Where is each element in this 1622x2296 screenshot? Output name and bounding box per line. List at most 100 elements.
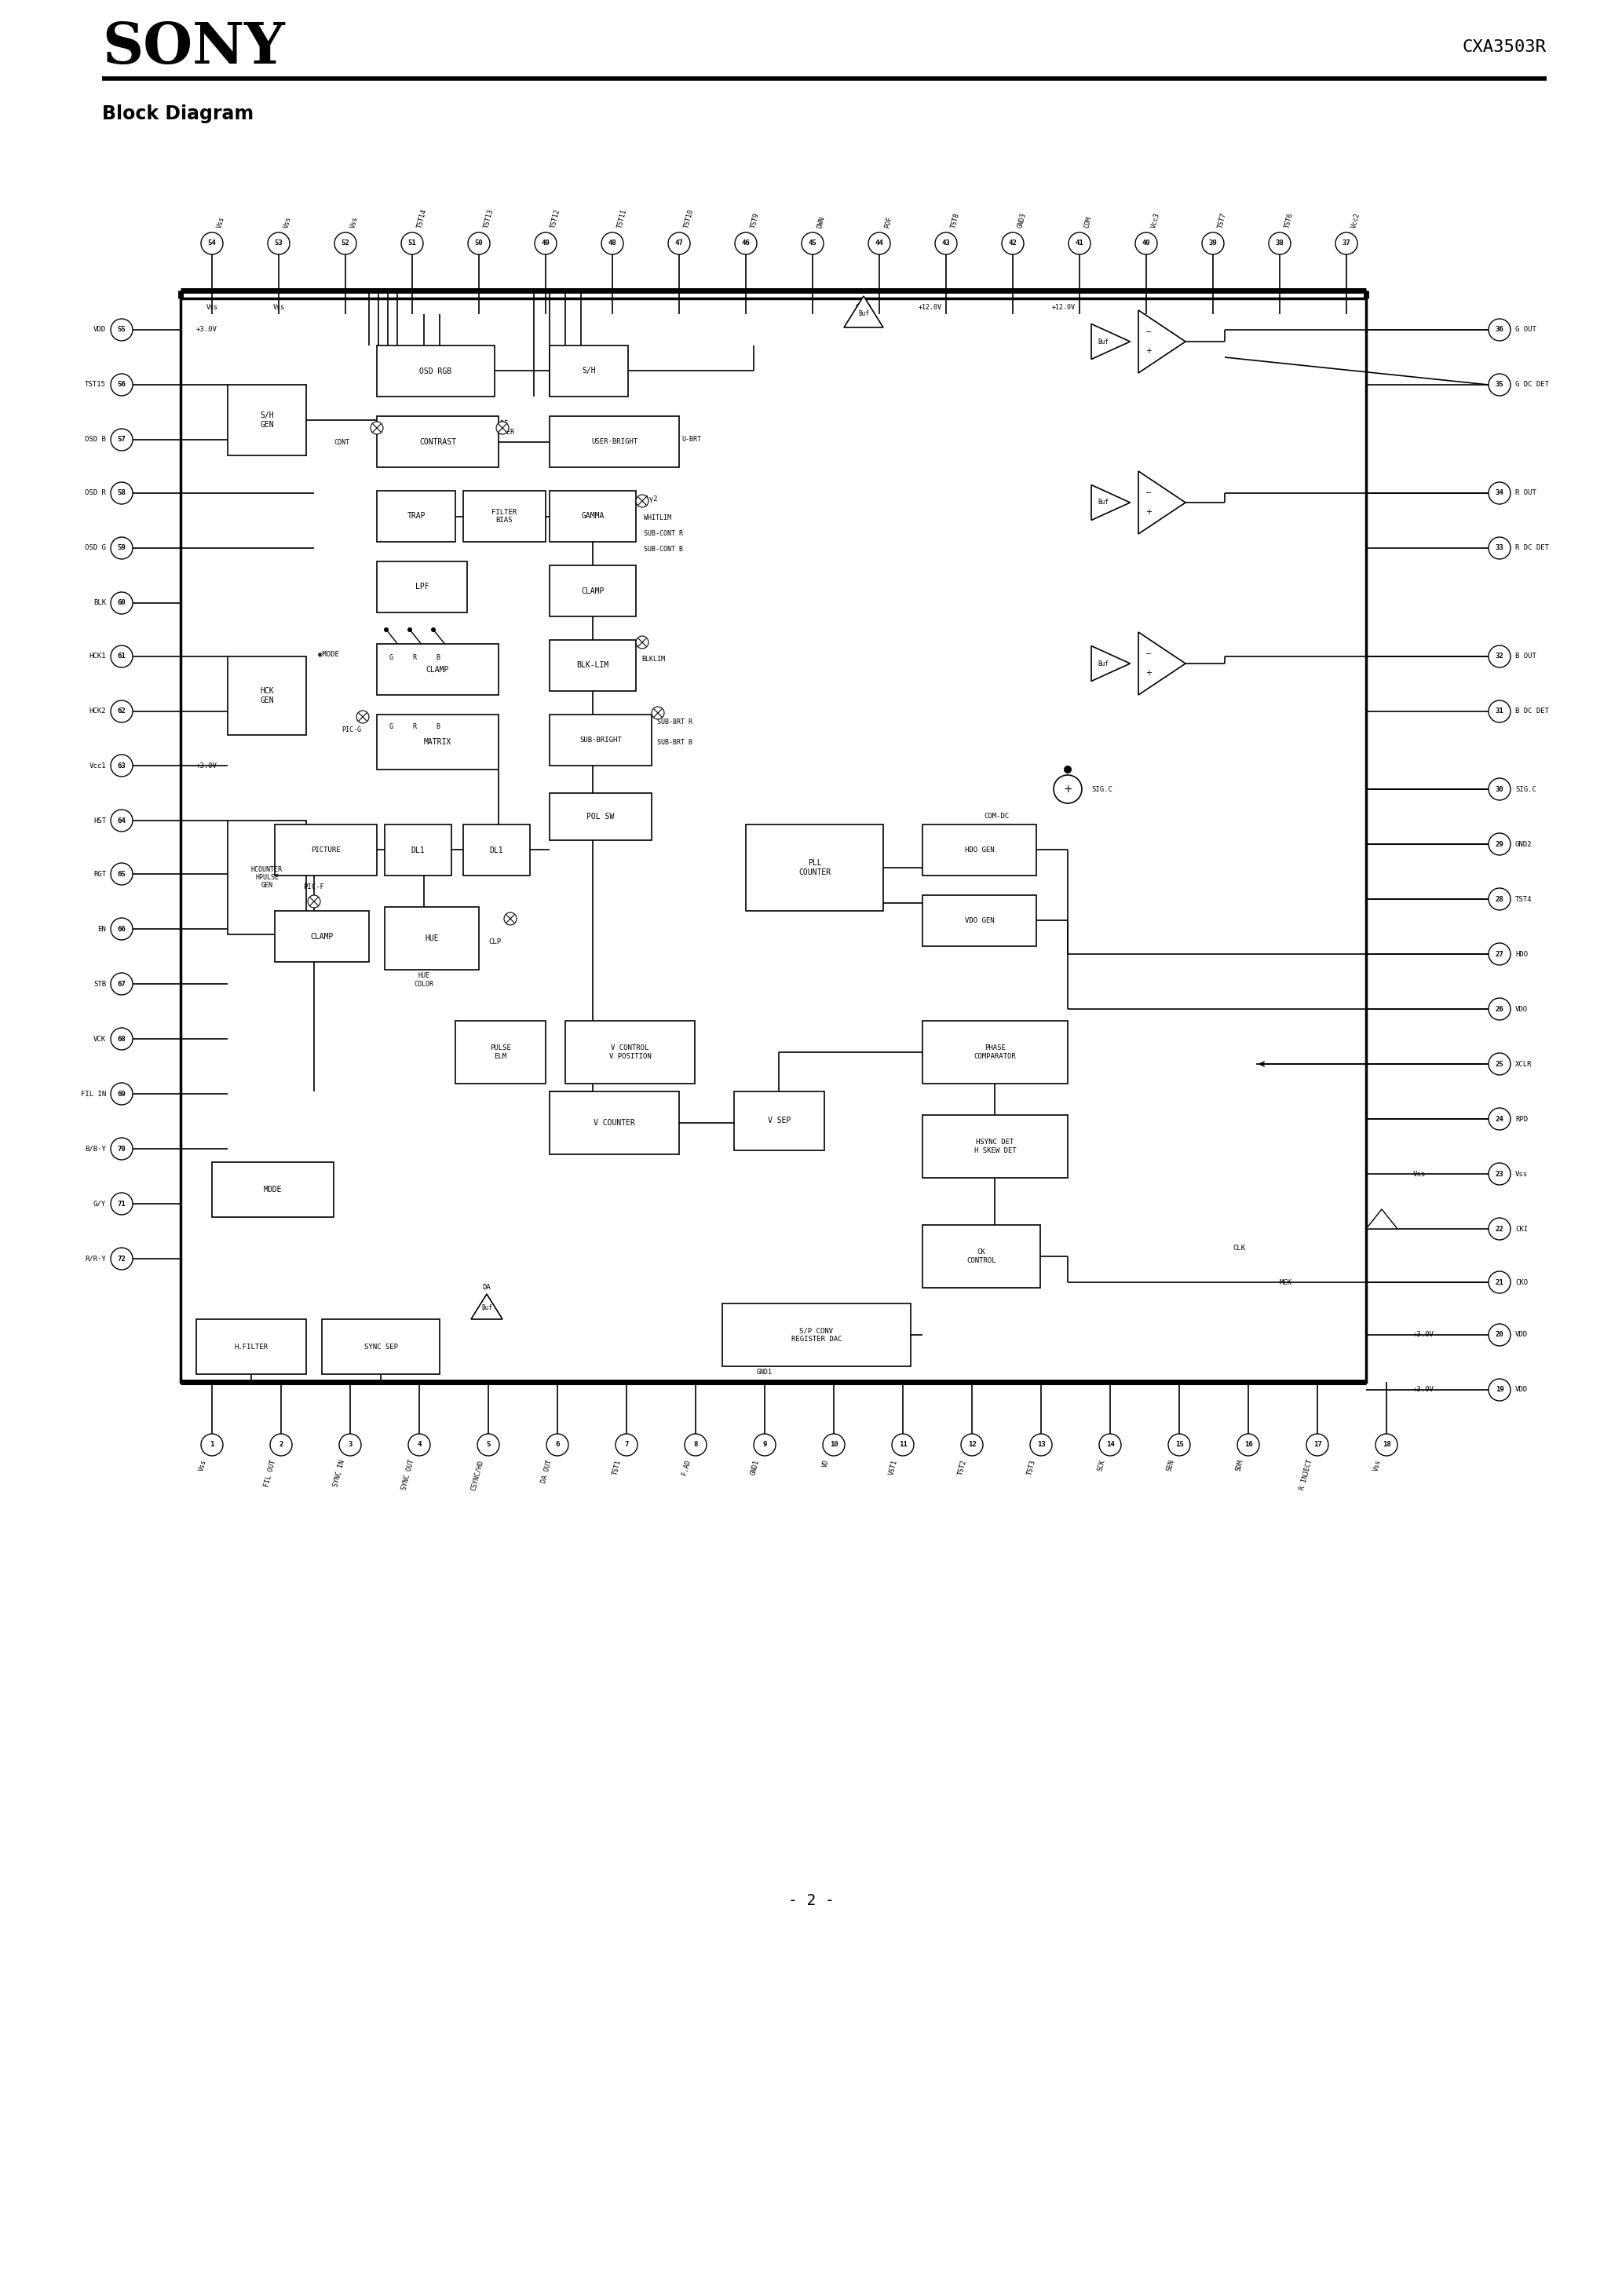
- Text: 32: 32: [1495, 652, 1504, 659]
- Text: MATRIX: MATRIX: [423, 737, 451, 746]
- Bar: [376, 563, 467, 613]
- Bar: [274, 824, 376, 875]
- Bar: [464, 824, 530, 875]
- Text: CONT: CONT: [334, 439, 349, 445]
- Text: Vss: Vss: [216, 216, 225, 230]
- Text: 58: 58: [117, 489, 127, 496]
- Circle shape: [1489, 374, 1510, 395]
- Text: R DC DET: R DC DET: [1515, 544, 1549, 551]
- Polygon shape: [1092, 645, 1131, 682]
- Circle shape: [467, 232, 490, 255]
- Circle shape: [110, 537, 133, 560]
- Text: HUE
COLOR: HUE COLOR: [414, 971, 433, 987]
- Text: PIC-G: PIC-G: [342, 728, 362, 735]
- Circle shape: [1489, 700, 1510, 723]
- Text: 60: 60: [117, 599, 127, 606]
- Text: V CONTROL
V POSITION: V CONTROL V POSITION: [608, 1045, 650, 1061]
- Circle shape: [1100, 1433, 1121, 1456]
- Circle shape: [1489, 1380, 1510, 1401]
- Text: 39: 39: [1208, 239, 1216, 248]
- Text: HCOUNTER
HPULSE
GEN: HCOUNTER HPULSE GEN: [251, 866, 282, 889]
- Text: SUB-BRT R: SUB-BRT R: [657, 719, 693, 726]
- Text: 69: 69: [117, 1091, 127, 1097]
- Bar: [923, 1226, 1040, 1288]
- Circle shape: [615, 1433, 637, 1456]
- Text: F.AD: F.AD: [681, 1458, 691, 1476]
- Polygon shape: [1139, 631, 1186, 696]
- Circle shape: [1069, 232, 1090, 255]
- Text: HSYNC DET
H SKEW DET: HSYNC DET H SKEW DET: [973, 1139, 1017, 1155]
- Text: 37: 37: [1343, 239, 1351, 248]
- Circle shape: [668, 232, 689, 255]
- Text: B OUT: B OUT: [1515, 652, 1536, 659]
- Text: +: +: [1062, 783, 1072, 794]
- Text: 46: 46: [741, 239, 749, 248]
- Text: GND2: GND2: [1515, 840, 1533, 847]
- Circle shape: [409, 1433, 430, 1456]
- Text: S/P CONV
REGISTER DAC: S/P CONV REGISTER DAC: [792, 1327, 842, 1343]
- Text: COM-DC: COM-DC: [985, 813, 1011, 820]
- Text: DL1: DL1: [410, 847, 425, 854]
- Text: SUB·BRIGHT: SUB·BRIGHT: [579, 737, 621, 744]
- Text: 18: 18: [1382, 1442, 1390, 1449]
- Text: R OUT: R OUT: [1515, 489, 1536, 496]
- Text: HCK2: HCK2: [89, 707, 105, 714]
- Circle shape: [735, 232, 757, 255]
- Text: 11: 11: [899, 1442, 907, 1449]
- Circle shape: [547, 1433, 568, 1456]
- Circle shape: [1238, 1433, 1259, 1456]
- Text: OSD B: OSD B: [84, 436, 105, 443]
- Text: 21: 21: [1495, 1279, 1504, 1286]
- Text: POL SW: POL SW: [587, 813, 615, 820]
- Text: SUB-BRT B: SUB-BRT B: [657, 739, 693, 746]
- Bar: [564, 1022, 694, 1084]
- Text: 62: 62: [117, 707, 127, 714]
- Text: BLK: BLK: [94, 599, 105, 606]
- Text: HCK
GEN: HCK GEN: [260, 687, 274, 705]
- Circle shape: [110, 1029, 133, 1049]
- Bar: [196, 1320, 307, 1373]
- Text: −: −: [1145, 328, 1152, 335]
- Bar: [550, 792, 652, 840]
- Bar: [746, 824, 884, 912]
- Text: HCK1: HCK1: [89, 652, 105, 659]
- Circle shape: [110, 755, 133, 776]
- Bar: [376, 416, 498, 466]
- Text: 48: 48: [608, 239, 616, 248]
- Circle shape: [110, 810, 133, 831]
- Circle shape: [110, 592, 133, 613]
- Text: CONTRAST: CONTRAST: [418, 439, 456, 445]
- Text: Buf: Buf: [858, 310, 869, 317]
- Text: Vcc3: Vcc3: [1150, 211, 1161, 230]
- Bar: [180, 298, 1366, 1382]
- Text: FIL OUT: FIL OUT: [263, 1458, 277, 1488]
- Text: CK
CONTROL: CK CONTROL: [967, 1249, 996, 1265]
- Text: 20: 20: [1495, 1332, 1504, 1339]
- Text: MODE: MODE: [264, 1185, 282, 1194]
- Text: SUB-CONT R: SUB-CONT R: [644, 530, 683, 537]
- Text: 7: 7: [624, 1442, 629, 1449]
- Text: Vss: Vss: [1413, 1171, 1426, 1178]
- Bar: [227, 820, 307, 934]
- Circle shape: [407, 627, 412, 631]
- Text: TST12: TST12: [550, 209, 561, 230]
- Text: 12: 12: [968, 1442, 976, 1449]
- Circle shape: [201, 232, 222, 255]
- Text: SIG.C: SIG.C: [1515, 785, 1536, 792]
- Text: 3: 3: [349, 1442, 352, 1449]
- Bar: [550, 641, 636, 691]
- Circle shape: [110, 700, 133, 723]
- Text: SONY: SONY: [102, 18, 285, 76]
- Circle shape: [339, 1433, 362, 1456]
- Text: −: −: [1145, 489, 1152, 496]
- Text: Vss: Vss: [1372, 1458, 1382, 1472]
- Circle shape: [1489, 833, 1510, 854]
- Text: GND3: GND3: [1017, 211, 1028, 230]
- Text: VST1: VST1: [887, 1458, 899, 1476]
- Text: Vcc2: Vcc2: [1351, 211, 1361, 230]
- Text: Vss: Vss: [282, 216, 292, 230]
- Text: Buf: Buf: [1098, 338, 1109, 344]
- Circle shape: [110, 1084, 133, 1104]
- Circle shape: [1489, 944, 1510, 964]
- Text: DWN: DWN: [816, 216, 826, 230]
